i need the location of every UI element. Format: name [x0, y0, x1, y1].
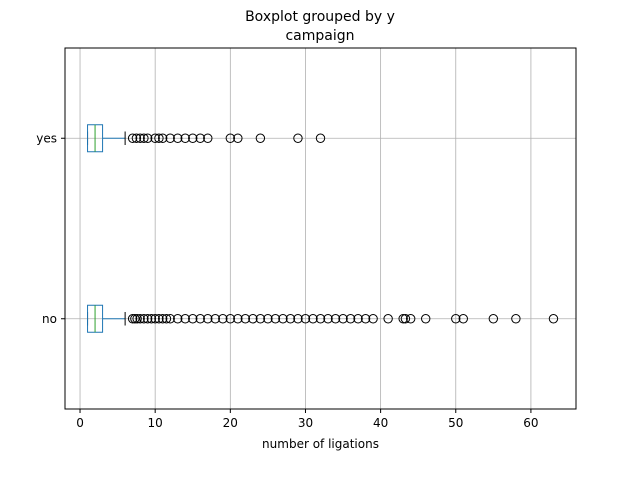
outlier-point — [210, 314, 220, 324]
outlier-point — [398, 314, 408, 324]
outliers-no — [127, 314, 559, 324]
x-axis-ticks: 0 10 20 30 40 50 60 — [76, 409, 539, 430]
outlier-point — [330, 314, 341, 324]
grid-lines — [65, 48, 576, 409]
outlier-point — [451, 314, 461, 324]
box-no — [87, 304, 126, 333]
outlier-point — [165, 133, 175, 143]
outlier-point — [255, 314, 266, 324]
outlier-point — [488, 314, 499, 324]
outlier-point — [135, 314, 145, 324]
outlier-point — [225, 133, 236, 143]
y-tick-label: yes — [36, 131, 57, 145]
outlier-point — [240, 314, 251, 324]
outlier-point — [154, 133, 164, 143]
outlier-point — [139, 314, 149, 324]
outlier-point — [139, 133, 149, 143]
x-tick-label: 10 — [148, 416, 163, 430]
outlier-point — [173, 133, 183, 143]
y-axis-ticks: no yes — [36, 131, 65, 326]
outlier-point — [150, 133, 160, 143]
outlier-point — [142, 314, 153, 324]
outlier-point — [300, 314, 311, 324]
outlier-point — [315, 314, 326, 324]
outlier-point — [353, 314, 363, 324]
outlier-point — [511, 314, 521, 324]
x-tick-label: 20 — [223, 416, 238, 430]
outlier-point — [278, 314, 288, 324]
x-axis-label: number of ligations — [262, 437, 379, 451]
outlier-point — [127, 133, 138, 143]
outlier-point — [338, 314, 348, 324]
outlier-point — [248, 314, 258, 324]
outlier-point — [548, 314, 559, 324]
outliers — [127, 133, 559, 324]
outlier-point — [225, 314, 236, 324]
outlier-point — [142, 133, 153, 143]
outlier-point — [188, 133, 198, 143]
outlier-point — [203, 314, 213, 324]
outlier-point — [146, 314, 157, 324]
outlier-point — [400, 314, 411, 324]
outlier-point — [293, 314, 303, 324]
outlier-point — [383, 314, 393, 324]
outlier-point — [130, 314, 140, 324]
outlier-point — [368, 314, 378, 324]
outlier-point — [458, 314, 468, 324]
x-tick-label: 30 — [298, 416, 313, 430]
outlier-point — [132, 314, 142, 324]
outlier-point — [165, 314, 175, 324]
outlier-point — [421, 314, 431, 324]
outlier-point — [308, 314, 318, 324]
x-tick-label: 0 — [76, 416, 84, 430]
outlier-point — [263, 314, 273, 324]
outlier-point — [293, 133, 303, 143]
outlier-point — [173, 314, 183, 324]
outlier-point — [405, 314, 416, 324]
outlier-point — [233, 314, 243, 324]
chart-subtitle: campaign — [285, 28, 354, 44]
outlier-point — [345, 314, 356, 324]
outlier-point — [218, 314, 228, 324]
box-yes — [87, 124, 126, 153]
x-tick-label: 40 — [373, 416, 388, 430]
y-tick-label: no — [42, 312, 57, 326]
plot-frame — [64, 47, 577, 410]
chart-title: Boxplot grouped by y — [245, 9, 395, 25]
outlier-point — [315, 133, 326, 143]
outlier-point — [157, 133, 168, 143]
outlier-point — [154, 314, 164, 324]
outlier-point — [233, 133, 243, 143]
outlier-point — [131, 133, 142, 143]
outlier-point — [195, 314, 205, 324]
outlier-point — [180, 314, 190, 324]
outlier-point — [161, 314, 172, 324]
outlier-point — [323, 314, 333, 324]
outlier-point — [135, 133, 145, 143]
x-tick-label: 50 — [448, 416, 463, 430]
boxes — [87, 124, 126, 333]
outlier-point — [195, 133, 205, 143]
outlier-point — [203, 133, 213, 143]
outlier-point — [285, 314, 296, 324]
outliers-yes — [127, 133, 326, 143]
outlier-point — [150, 314, 160, 324]
outlier-point — [157, 314, 168, 324]
outlier-point — [188, 314, 198, 324]
x-tick-label: 60 — [523, 416, 538, 430]
outlier-point — [270, 314, 281, 324]
outlier-point — [360, 314, 371, 324]
outlier-point — [180, 133, 190, 143]
outlier-point — [255, 133, 266, 143]
outlier-point — [127, 314, 138, 324]
